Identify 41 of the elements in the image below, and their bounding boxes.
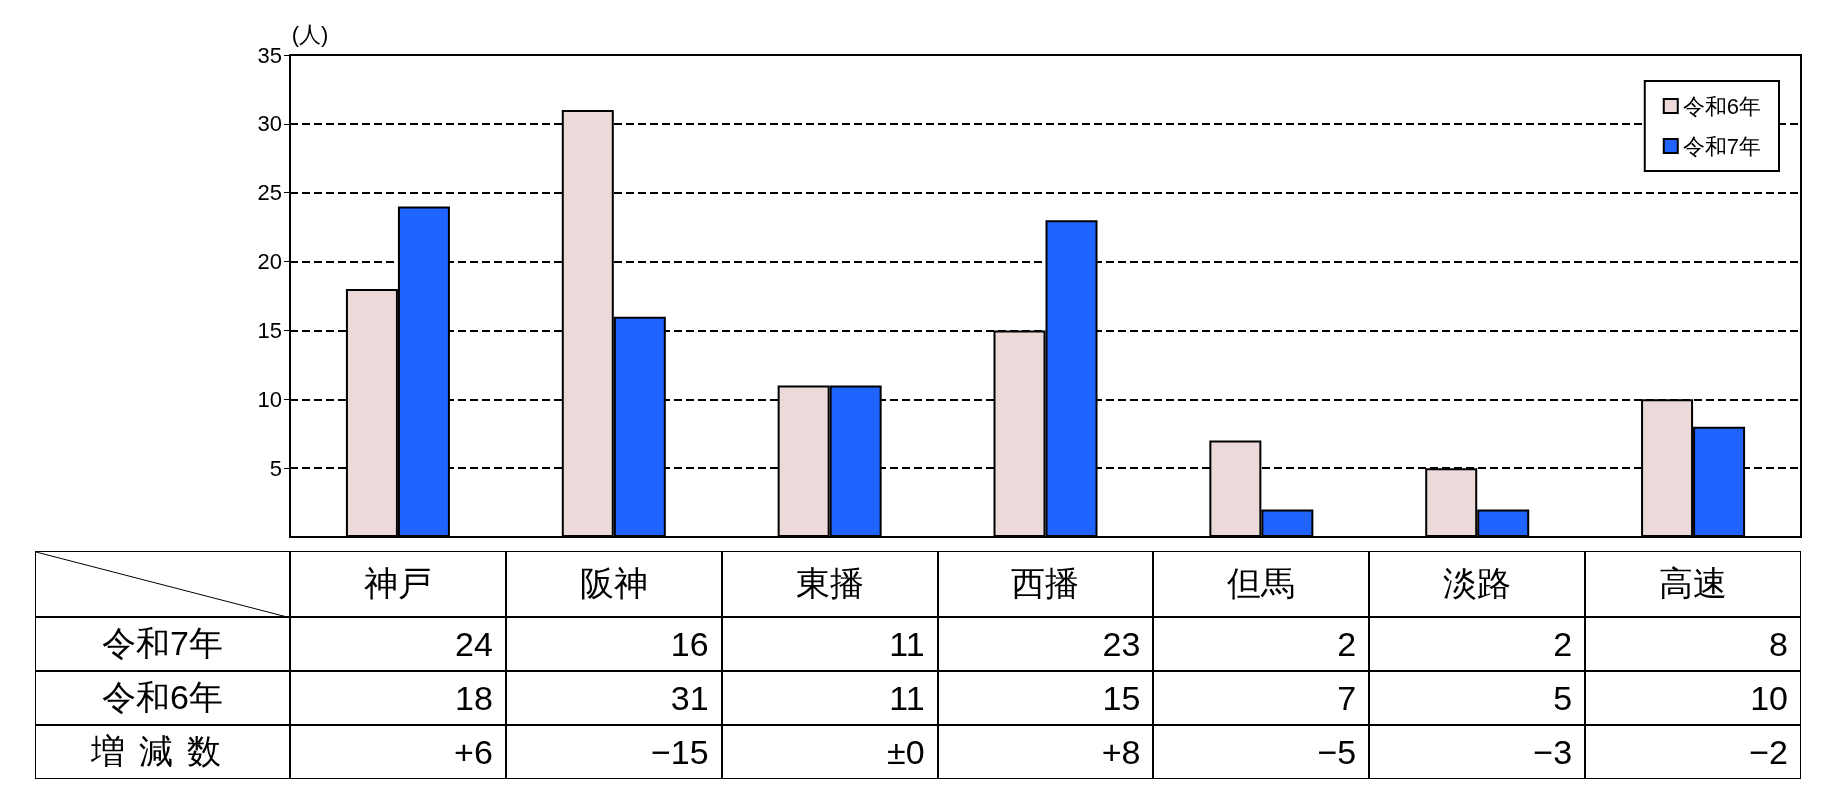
data-label: 2 (1153, 617, 1370, 671)
text: 令和7年 (102, 624, 223, 662)
data-label: 7 (1153, 671, 1370, 725)
data-label: 11 (721, 671, 938, 725)
text: −3 (1369, 725, 1586, 779)
x-tick-label: 西播 (937, 551, 1154, 617)
text: 令和6年 (102, 678, 223, 716)
data-label: 10 (1585, 671, 1801, 725)
text: +8 (937, 725, 1154, 779)
y-tick-label: 20 (257, 249, 282, 275)
text: −15 (505, 725, 722, 779)
y-tick-label: 15 (257, 317, 282, 343)
text: −5 (1153, 725, 1370, 779)
text: −2 (1585, 725, 1801, 779)
data-label: 18 (290, 671, 506, 725)
legend-label: 令和7年 (1682, 133, 1762, 159)
data-label: 31 (505, 671, 722, 725)
data-label: 24 (290, 617, 506, 671)
y-tick-label: 25 (257, 180, 282, 206)
y-tick-label: 10 (257, 386, 282, 412)
x-tick-label: 阪神 (505, 551, 722, 617)
data-label: 15 (937, 671, 1154, 725)
y-tick-label: 30 (257, 111, 282, 137)
text: 増減数 (35, 725, 290, 779)
legend-label: 令和6年 (1682, 93, 1762, 119)
data-label: 16 (505, 617, 722, 671)
x-tick-label: 東播 (721, 551, 938, 617)
data-label: 2 (1369, 617, 1586, 671)
x-tick-label: 淡路 (1369, 551, 1586, 617)
x-tick-label: 高速 (1585, 551, 1801, 617)
data-label: 8 (1585, 617, 1801, 671)
text: +6 (290, 725, 506, 779)
text: ±0 (721, 725, 938, 779)
x-tick-label: 但馬 (1153, 551, 1370, 617)
y-tick-label: 5 (269, 455, 282, 481)
data-label: 5 (1369, 671, 1586, 725)
y-tick-label: 35 (257, 42, 282, 68)
data-label: 23 (937, 617, 1154, 671)
x-tick-label: 神戸 (290, 551, 506, 617)
y-axis-title: (人) (291, 21, 329, 47)
data-label: 11 (721, 617, 938, 671)
